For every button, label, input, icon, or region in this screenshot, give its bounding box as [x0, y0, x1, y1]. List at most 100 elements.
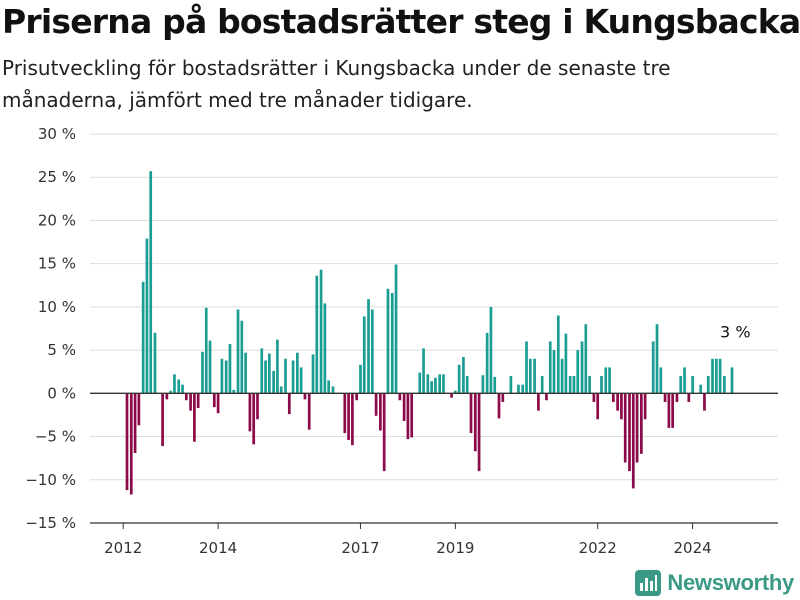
x-tick-label: 2014 — [199, 539, 237, 557]
brand-name: Newsworthy — [667, 570, 794, 595]
bar — [640, 393, 643, 454]
bar — [528, 358, 532, 394]
bar — [730, 367, 734, 394]
bar — [706, 376, 710, 394]
bar — [272, 370, 275, 394]
bar — [564, 333, 568, 394]
bar — [291, 360, 295, 394]
bar — [711, 358, 714, 394]
bar — [232, 389, 236, 394]
bar — [279, 386, 283, 394]
bar — [347, 393, 350, 441]
bar — [687, 393, 691, 402]
bar — [208, 340, 212, 394]
bar — [457, 364, 461, 394]
chart-title: Priserna på bostadsrätter steg i Kungsba… — [2, 2, 800, 41]
y-tick-label: −15 % — [25, 514, 76, 532]
bar — [296, 352, 299, 394]
bar — [422, 348, 425, 394]
bar — [315, 275, 319, 394]
bar — [276, 339, 279, 394]
y-tick-label: 30 % — [38, 125, 76, 143]
bar — [576, 350, 580, 394]
bar — [623, 393, 627, 463]
bar — [540, 376, 544, 394]
bar — [651, 341, 655, 394]
bar — [394, 264, 398, 394]
bar — [533, 358, 536, 394]
bar — [236, 309, 240, 394]
bar — [517, 384, 520, 394]
bar — [173, 374, 176, 394]
bar — [663, 393, 667, 402]
bar — [418, 372, 422, 394]
bar — [386, 288, 390, 394]
bar — [548, 341, 552, 394]
bar — [367, 299, 370, 394]
y-tick-label: −5 % — [35, 428, 76, 446]
bar — [224, 360, 228, 394]
bar — [410, 393, 414, 438]
x-tick-label: 2017 — [341, 539, 379, 557]
bar — [153, 332, 157, 394]
bar — [374, 393, 378, 416]
bar — [327, 380, 331, 394]
bar — [137, 393, 141, 426]
brand-logo: Newsworthy — [635, 570, 794, 596]
bar — [216, 393, 220, 414]
bar — [303, 393, 307, 400]
bar — [390, 293, 394, 394]
bar — [256, 393, 259, 420]
bar — [351, 393, 354, 446]
bar — [521, 384, 525, 394]
bar — [592, 393, 596, 402]
bar — [699, 384, 703, 394]
y-tick-label: 25 % — [38, 168, 76, 186]
bar — [307, 393, 311, 430]
bar — [133, 393, 137, 453]
bar — [355, 393, 359, 401]
bar — [181, 384, 184, 394]
y-tick-label: −10 % — [25, 471, 76, 489]
bar — [161, 393, 164, 447]
bar — [450, 393, 453, 398]
bar — [370, 309, 374, 394]
bar — [552, 350, 556, 394]
bar — [220, 358, 224, 394]
bar — [165, 393, 169, 400]
bar — [667, 393, 671, 428]
bar — [359, 364, 362, 394]
bar — [600, 376, 603, 394]
bar — [465, 376, 469, 394]
y-tick-label: 0 % — [47, 384, 76, 402]
bar — [145, 238, 149, 394]
bar — [252, 393, 256, 445]
bar — [426, 374, 430, 394]
y-tick-label: 10 % — [38, 298, 76, 316]
bar — [454, 390, 457, 394]
bar — [442, 374, 445, 394]
bar — [691, 376, 694, 394]
bar — [343, 393, 347, 434]
bar — [169, 390, 173, 394]
y-tick-label: 15 % — [38, 255, 76, 273]
bar — [240, 320, 244, 394]
bar — [596, 393, 600, 420]
bar — [481, 375, 485, 394]
bar — [244, 352, 247, 394]
bar — [184, 393, 188, 401]
bar — [177, 379, 181, 394]
bar — [568, 376, 572, 394]
bar — [659, 367, 663, 394]
bar — [608, 367, 611, 394]
bar — [493, 376, 497, 394]
bar — [268, 353, 271, 394]
bar — [501, 393, 505, 402]
bar — [718, 358, 722, 394]
newsworthy-logo-icon — [635, 570, 662, 596]
bar — [382, 393, 386, 472]
x-tick-label: 2022 — [579, 539, 617, 557]
bar — [196, 393, 200, 409]
bar — [438, 374, 442, 394]
bar — [204, 307, 208, 394]
